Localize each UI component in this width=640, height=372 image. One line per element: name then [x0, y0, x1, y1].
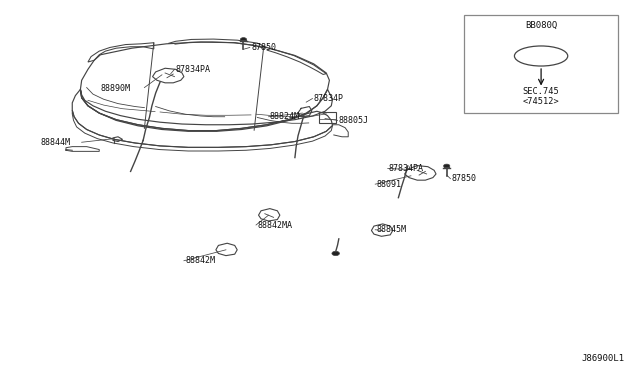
Text: BB080Q: BB080Q — [525, 21, 557, 30]
Circle shape — [241, 38, 246, 41]
Text: 87850: 87850 — [452, 174, 477, 183]
Bar — [464, 15, 618, 113]
Circle shape — [444, 164, 450, 168]
Text: <74512>: <74512> — [523, 97, 559, 106]
Text: J86900L1: J86900L1 — [581, 353, 624, 363]
Text: 88842M: 88842M — [185, 256, 215, 265]
Text: 88091: 88091 — [376, 180, 401, 189]
Text: 87850: 87850 — [251, 43, 276, 52]
Text: 88890M: 88890M — [100, 84, 131, 93]
Text: 88845M: 88845M — [376, 225, 406, 234]
Text: 87834PA: 87834PA — [389, 164, 424, 173]
Bar — [319, 112, 336, 123]
Text: SEC.745: SEC.745 — [523, 87, 559, 96]
Text: 88842MA: 88842MA — [257, 221, 292, 230]
Text: 88805J: 88805J — [339, 116, 369, 125]
Text: 88824M: 88824M — [270, 112, 300, 121]
Text: 87834P: 87834P — [314, 94, 344, 103]
Text: 87834PA: 87834PA — [176, 65, 211, 74]
Text: 88844M: 88844M — [41, 138, 71, 147]
Circle shape — [332, 251, 339, 256]
